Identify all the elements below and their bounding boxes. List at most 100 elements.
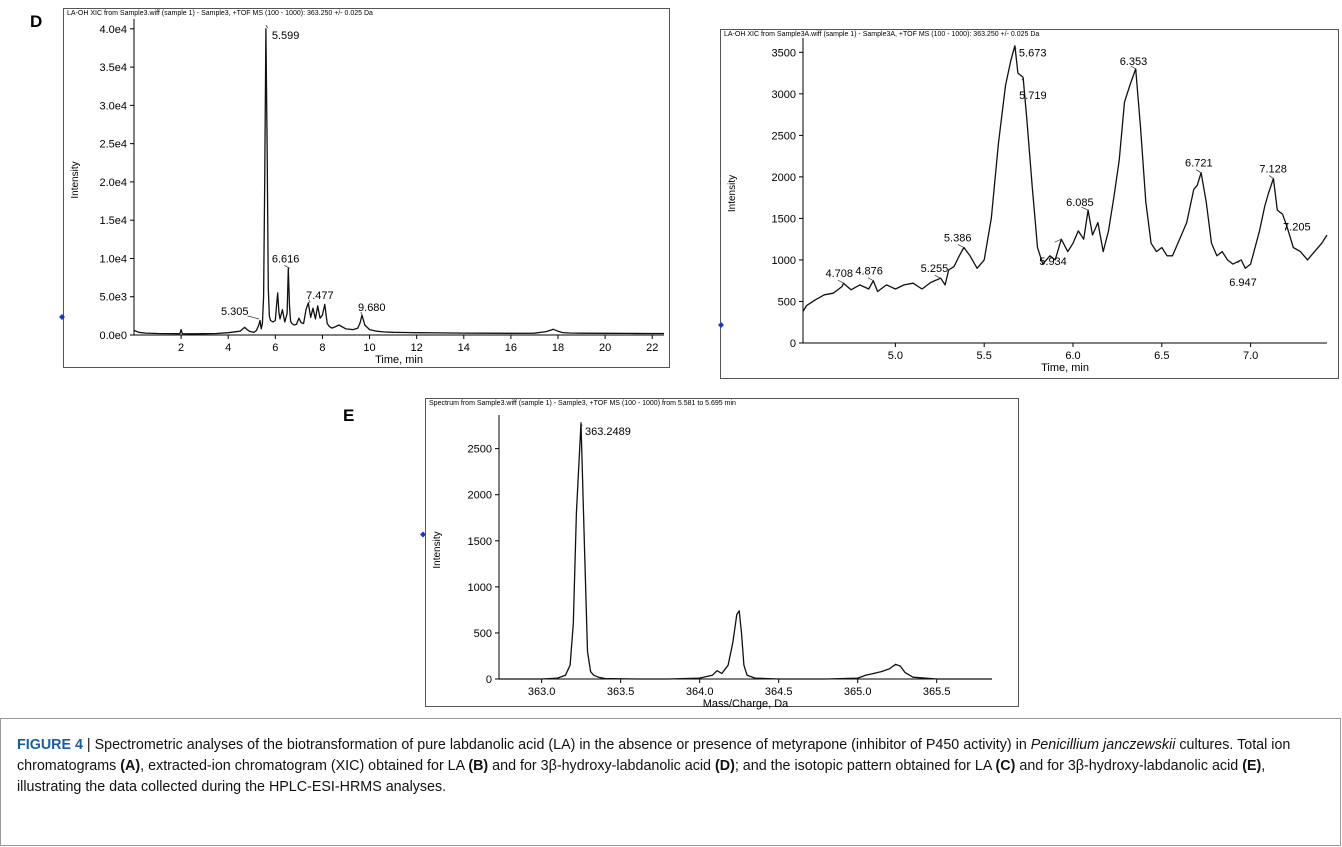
y-tick-label: 1500 bbox=[468, 536, 492, 548]
annotation-leader bbox=[580, 422, 583, 426]
x-tick-label: 18 bbox=[552, 342, 564, 354]
y-tick-label: 2000 bbox=[468, 490, 492, 502]
x-tick-label: 364.0 bbox=[686, 686, 714, 698]
caption-ref-d: (D) bbox=[714, 758, 735, 774]
annotation-leader bbox=[1054, 238, 1062, 243]
caption-text-part: Spectrometric analyses of the biotransfo… bbox=[94, 737, 1031, 753]
series-line bbox=[802, 45, 1328, 312]
caption-text-part: cultures. Total ion chromatograms bbox=[17, 737, 1291, 774]
chart-d-right: LA-OH XIC from Sample3A.wiff (sample 1) … bbox=[718, 29, 1339, 379]
annotation-leader bbox=[1285, 226, 1288, 230]
annotation-leader bbox=[1021, 77, 1024, 81]
y-axis-title: Intensity bbox=[432, 531, 443, 568]
x-tick-label: 6.0 bbox=[1065, 350, 1080, 362]
x-tick-label: 4 bbox=[225, 342, 231, 354]
chart-header: LA-OH XIC from Sample3A.wiff (sample 1) … bbox=[724, 31, 1040, 38]
peak-label: 9.680 bbox=[358, 302, 386, 314]
peak-label: 7.128 bbox=[1259, 164, 1287, 176]
peak-label: 6.947 bbox=[1229, 277, 1257, 289]
y-tick-label: 3.0e4 bbox=[99, 100, 127, 112]
caption-ref-a: (A) bbox=[120, 758, 141, 774]
annotation-leader bbox=[867, 277, 874, 282]
series-line bbox=[133, 28, 664, 335]
chart-d-right-svg: 0 500 1000 1500 2000 2500 3000 3500 5.0 5.5 6.0 6.5… bbox=[718, 38, 1328, 374]
caption-separator: | bbox=[82, 737, 95, 753]
annotation-leader bbox=[1268, 175, 1274, 179]
y-tick-label: 3.5e4 bbox=[99, 62, 127, 74]
caption-text-part: and for 3β-hydroxy-labdanolic acid bbox=[1015, 758, 1243, 774]
peak-label: 5.599 bbox=[272, 30, 300, 42]
x-tick-label: 6 bbox=[272, 342, 278, 354]
caption-species: Penicillium janczewskii bbox=[1030, 737, 1176, 753]
x-tick-label: 6.5 bbox=[1154, 350, 1169, 362]
peak-label: 363.2489 bbox=[585, 426, 631, 438]
y-axis-title: Intensity bbox=[70, 161, 81, 198]
peak-label: 5.386 bbox=[944, 232, 972, 244]
y-tick-label: 2500 bbox=[468, 444, 492, 456]
y-tick-label: 5.0e3 bbox=[99, 292, 127, 304]
x-tick-label: 22 bbox=[646, 342, 658, 354]
annotation-leader bbox=[1130, 65, 1136, 70]
annotation-leader bbox=[1196, 169, 1202, 174]
annotation-leader bbox=[247, 315, 260, 320]
peak-label: 5.673 bbox=[1019, 48, 1047, 60]
x-tick-label: 5.0 bbox=[888, 350, 903, 362]
annotation-leader bbox=[1081, 206, 1089, 211]
y-tick-label: 2500 bbox=[772, 130, 796, 142]
annotation-leader bbox=[1237, 259, 1242, 264]
panel-label-d: D bbox=[30, 12, 43, 31]
caption-label: FIGURE 4 bbox=[17, 737, 83, 753]
caption-ref-b: (B) bbox=[468, 758, 489, 774]
x-tick-label: 8 bbox=[319, 342, 325, 354]
x-tick-label: 14 bbox=[458, 342, 470, 354]
peak-label: 4.876 bbox=[855, 266, 883, 278]
cursor-marker bbox=[420, 531, 426, 538]
x-tick-label: 363.0 bbox=[528, 686, 556, 698]
annotation-leader bbox=[308, 299, 311, 304]
x-tick-label: 10 bbox=[363, 342, 375, 354]
caption-ref-c: (C) bbox=[995, 758, 1016, 774]
caption-text-part: ; and the isotopic pattern obtained for … bbox=[734, 758, 996, 774]
panel-label-e: E bbox=[343, 406, 355, 425]
peak-label: 6.616 bbox=[272, 253, 300, 265]
y-tick-label: 0 bbox=[790, 338, 796, 350]
peak-label: 7.205 bbox=[1283, 222, 1311, 234]
y-tick-label: 1.0e4 bbox=[99, 253, 127, 265]
peak-label: 5.305 bbox=[221, 306, 249, 318]
annotation-leader bbox=[360, 311, 363, 316]
series-line bbox=[499, 422, 992, 680]
cursor-marker bbox=[59, 314, 65, 320]
peak-label: 7.477 bbox=[306, 290, 334, 302]
y-tick-label: 500 bbox=[778, 296, 796, 308]
x-tick-label: 16 bbox=[505, 342, 517, 354]
x-tick-label: 365.0 bbox=[844, 686, 872, 698]
x-tick-label: 5.5 bbox=[977, 350, 992, 362]
peak-label: 5.255 bbox=[921, 263, 949, 275]
annotation-leader bbox=[837, 279, 844, 284]
x-tick-label: 20 bbox=[599, 342, 611, 354]
x-tick-label: 364.5 bbox=[765, 686, 793, 698]
x-tick-label: 2 bbox=[178, 342, 184, 354]
y-tick-label: 2.5e4 bbox=[99, 139, 127, 151]
chart-header: Spectrum from Sample3.wiff (sample 1) - … bbox=[429, 400, 736, 407]
chart-e-svg: 0 500 1000 1500 2000 2500 363.0 363.5 364.0 364.5… bbox=[420, 415, 992, 710]
chart-e: Spectrum from Sample3.wiff (sample 1) - … bbox=[420, 398, 1019, 710]
x-tick-label: 365.5 bbox=[923, 686, 951, 698]
cursor-marker bbox=[718, 322, 724, 328]
annotation-leader bbox=[265, 24, 269, 29]
y-axis-title: Intensity bbox=[727, 175, 738, 212]
caption-text-part: and for 3β-hydroxy-labdanolic acid bbox=[488, 758, 715, 774]
y-tick-label: 3000 bbox=[772, 89, 796, 101]
y-tick-label: 500 bbox=[474, 628, 492, 640]
y-tick-label: 2.0e4 bbox=[99, 177, 127, 189]
chart-d-left-svg: 0.0e0 5.0e3 1.0e4 1.5e4 2.0e4 2.5e4 3.0e4 3.5e4… bbox=[59, 19, 664, 366]
y-tick-label: 0 bbox=[486, 674, 492, 686]
caption-ref-e: (E) bbox=[1242, 758, 1262, 774]
annotation-leader bbox=[1014, 45, 1017, 49]
x-tick-label: 12 bbox=[411, 342, 423, 354]
peak-label: 4.708 bbox=[825, 268, 853, 280]
y-tick-label: 4.0e4 bbox=[99, 24, 127, 36]
annotation-leader bbox=[284, 265, 291, 269]
y-tick-label: 0.0e0 bbox=[99, 330, 127, 342]
caption-text-part: , extracted-ion chromatogram (XIC) obtai… bbox=[140, 758, 469, 774]
